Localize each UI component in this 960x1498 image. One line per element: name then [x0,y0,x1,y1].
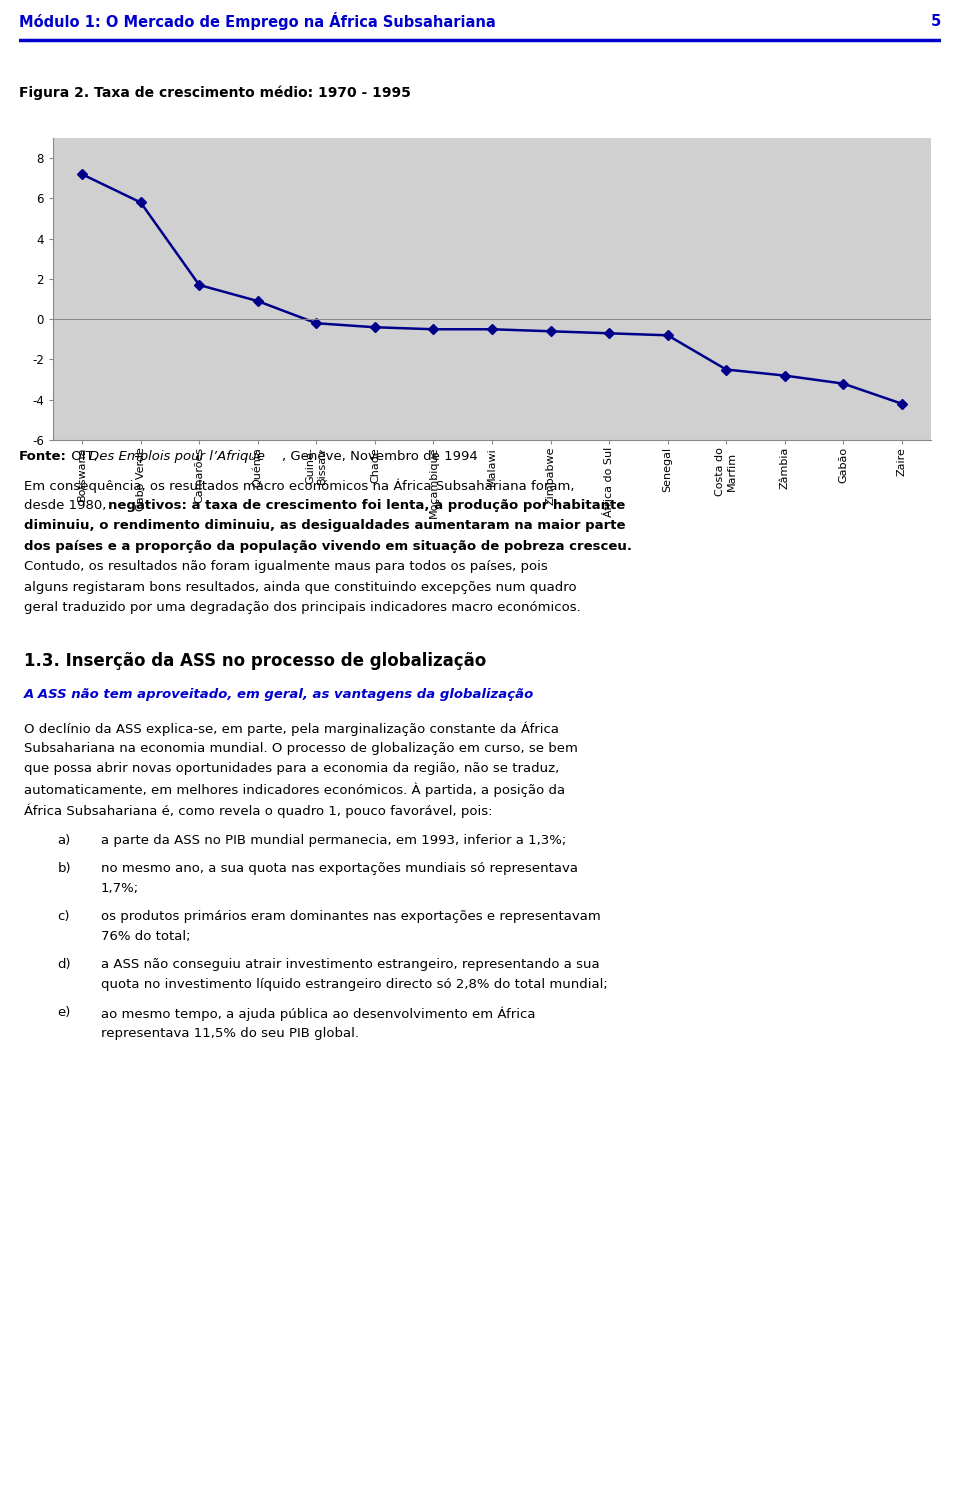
Text: 5: 5 [930,13,941,28]
Text: dos países e a proporção da população vivendo em situação de pobreza cresceu.: dos países e a proporção da população vi… [24,539,632,553]
Text: diminuiu, o rendimento diminuiu, as desigualdades aumentaram na maior parte: diminuiu, o rendimento diminuiu, as desi… [24,518,626,532]
Text: a ASS não conseguiu atrair investimento estrangeiro, representando a sua: a ASS não conseguiu atrair investimento … [101,959,599,971]
Text: , Genève, Novembro de 1994: , Genève, Novembro de 1994 [282,451,478,463]
Text: quota no investimento líquido estrangeiro directo só 2,8% do total mundial;: quota no investimento líquido estrangeir… [101,978,608,992]
Text: Des Emplois pour l’Afrique: Des Emplois pour l’Afrique [89,451,265,463]
Text: OIT,: OIT, [67,451,102,463]
Text: representava 11,5% do seu PIB global.: representava 11,5% do seu PIB global. [101,1026,359,1040]
Text: desde 1980,: desde 1980, [24,499,110,511]
Text: a parte da ASS no PIB mundial permanecia, em 1993, inferior a 1,3%;: a parte da ASS no PIB mundial permanecia… [101,834,566,846]
Text: ao mesmo tempo, a ajuda pública ao desenvolvimento em África: ao mesmo tempo, a ajuda pública ao desen… [101,1007,536,1020]
Text: automaticamente, em melhores indicadores económicos. À partida, a posição da: automaticamente, em melhores indicadores… [24,782,565,797]
Text: 76% do total;: 76% do total; [101,930,190,944]
Text: Contudo, os resultados não foram igualmente maus para todos os países, pois: Contudo, os resultados não foram igualme… [24,560,548,574]
Text: d): d) [58,959,71,971]
Text: a): a) [58,834,71,846]
Text: c): c) [58,909,70,923]
Text: b): b) [58,861,71,875]
Text: O declínio da ASS explica-se, em parte, pela marginalização constante da África: O declínio da ASS explica-se, em parte, … [24,721,559,736]
Text: alguns registaram bons resultados, ainda que constituindo excepções num quadro: alguns registaram bons resultados, ainda… [24,581,577,593]
Text: e): e) [58,1007,71,1019]
Text: que possa abrir novas oportunidades para a economia da região, não se traduz,: que possa abrir novas oportunidades para… [24,762,560,774]
Text: 1,7%;: 1,7%; [101,882,139,896]
Text: geral traduzido por uma degradação dos principais indicadores macro económicos.: geral traduzido por uma degradação dos p… [24,601,581,614]
Text: Figura 2. Taxa de crescimento médio: 1970 - 1995: Figura 2. Taxa de crescimento médio: 197… [19,85,411,100]
Text: os produtos primários eram dominantes nas exportações e representavam: os produtos primários eram dominantes na… [101,909,601,923]
Text: Subsahariana na economia mundial. O processo de globalização em curso, se bem: Subsahariana na economia mundial. O proc… [24,742,578,755]
Text: no mesmo ano, a sua quota nas exportações mundiais só representava: no mesmo ano, a sua quota nas exportaçõe… [101,861,578,875]
Text: Em consequência, os resultados macro económicos na África Subsahariana foram,: Em consequência, os resultados macro eco… [24,478,574,493]
Text: 1.3. Inserção da ASS no processo de globalização: 1.3. Inserção da ASS no processo de glob… [24,652,487,670]
Text: Módulo 1: O Mercado de Emprego na África Subsahariana: Módulo 1: O Mercado de Emprego na África… [19,12,496,30]
Text: África Subsahariana é, como revela o quadro 1, pouco favorável, pois:: África Subsahariana é, como revela o qua… [24,803,492,818]
Text: negativos: a taxa de crescimento foi lenta, a produção por habitante: negativos: a taxa de crescimento foi len… [108,499,625,511]
Text: A ASS não tem aproveitado, em geral, as vantagens da globalização: A ASS não tem aproveitado, em geral, as … [24,689,535,701]
Text: Fonte:: Fonte: [19,451,67,463]
